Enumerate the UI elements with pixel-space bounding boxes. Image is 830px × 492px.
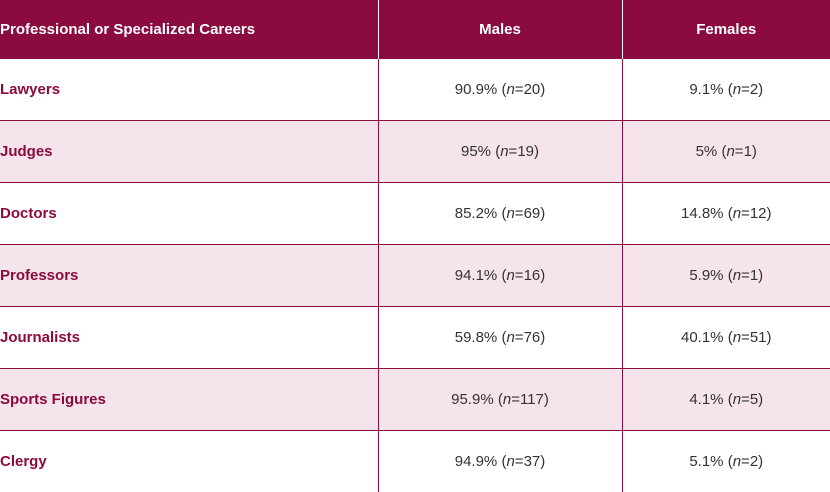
n-label: n	[506, 81, 514, 98]
males-n: 20	[524, 81, 541, 98]
career-name: Judges	[0, 121, 378, 183]
females-cell: 5.9% (n=1)	[622, 245, 830, 307]
table-row: Journalists 59.8% (n=76) 40.1% (n=51)	[0, 307, 830, 369]
n-label: n	[506, 267, 514, 284]
header-males: Males	[378, 0, 622, 59]
females-n: 2	[750, 453, 758, 470]
males-pct: 94.1%	[455, 267, 498, 284]
males-n: 69	[524, 205, 541, 222]
table-row: Doctors 85.2% (n=69) 14.8% (n=12)	[0, 183, 830, 245]
header-career: Professional or Specialized Careers	[0, 0, 378, 59]
n-label: n	[733, 453, 741, 470]
males-cell: 59.8% (n=76)	[378, 307, 622, 369]
table-row: Professors 94.1% (n=16) 5.9% (n=1)	[0, 245, 830, 307]
n-label: n	[506, 329, 514, 346]
n-label: n	[733, 267, 741, 284]
n-label: n	[733, 391, 741, 408]
females-n: 5	[750, 391, 758, 408]
males-cell: 94.9% (n=37)	[378, 431, 622, 492]
career-name: Lawyers	[0, 59, 378, 121]
females-cell: 14.8% (n=12)	[622, 183, 830, 245]
males-pct: 59.8%	[455, 329, 498, 346]
n-label: n	[733, 205, 741, 222]
n-label: n	[500, 143, 508, 160]
n-label: n	[506, 453, 514, 470]
n-label: n	[506, 205, 514, 222]
females-cell: 5% (n=1)	[622, 121, 830, 183]
females-pct: 5.1%	[689, 453, 723, 470]
females-pct: 14.8%	[681, 205, 724, 222]
males-cell: 95% (n=19)	[378, 121, 622, 183]
females-pct: 40.1%	[681, 329, 724, 346]
males-pct: 85.2%	[455, 205, 498, 222]
females-pct: 5.9%	[689, 267, 723, 284]
table-row: Lawyers 90.9% (n=20) 9.1% (n=2)	[0, 59, 830, 121]
males-pct: 94.9%	[455, 453, 498, 470]
females-cell: 9.1% (n=2)	[622, 59, 830, 121]
males-n: 76	[524, 329, 541, 346]
males-cell: 94.1% (n=16)	[378, 245, 622, 307]
n-label: n	[733, 329, 741, 346]
females-pct: 9.1%	[689, 81, 723, 98]
females-cell: 4.1% (n=5)	[622, 369, 830, 431]
males-pct: 95%	[461, 143, 491, 160]
females-n: 2	[750, 81, 758, 98]
table-row: Clergy 94.9% (n=37) 5.1% (n=2)	[0, 431, 830, 492]
career-name: Clergy	[0, 431, 378, 492]
males-n: 117	[520, 391, 544, 408]
n-label: n	[733, 81, 741, 98]
females-pct: 5%	[696, 143, 718, 160]
males-pct: 95.9%	[451, 391, 494, 408]
career-name: Doctors	[0, 183, 378, 245]
header-females: Females	[622, 0, 830, 59]
table-body: Lawyers 90.9% (n=20) 9.1% (n=2) Judges 9…	[0, 59, 830, 492]
career-name: Professors	[0, 245, 378, 307]
n-label: n	[726, 143, 734, 160]
males-cell: 90.9% (n=20)	[378, 59, 622, 121]
males-n: 16	[524, 267, 541, 284]
n-label: n	[503, 391, 511, 408]
females-n: 51	[750, 329, 767, 346]
males-cell: 85.2% (n=69)	[378, 183, 622, 245]
table-row: Sports Figures 95.9% (n=117) 4.1% (n=5)	[0, 369, 830, 431]
career-name: Journalists	[0, 307, 378, 369]
table-row: Judges 95% (n=19) 5% (n=1)	[0, 121, 830, 183]
table-header: Professional or Specialized Careers Male…	[0, 0, 830, 59]
females-cell: 5.1% (n=2)	[622, 431, 830, 492]
females-n: 1	[744, 143, 752, 160]
header-row: Professional or Specialized Careers Male…	[0, 0, 830, 59]
females-cell: 40.1% (n=51)	[622, 307, 830, 369]
females-pct: 4.1%	[689, 391, 723, 408]
males-pct: 90.9%	[455, 81, 498, 98]
females-n: 1	[750, 267, 758, 284]
males-n: 37	[524, 453, 541, 470]
career-name: Sports Figures	[0, 369, 378, 431]
males-n: 19	[517, 143, 534, 160]
males-cell: 95.9% (n=117)	[378, 369, 622, 431]
females-n: 12	[750, 205, 767, 222]
